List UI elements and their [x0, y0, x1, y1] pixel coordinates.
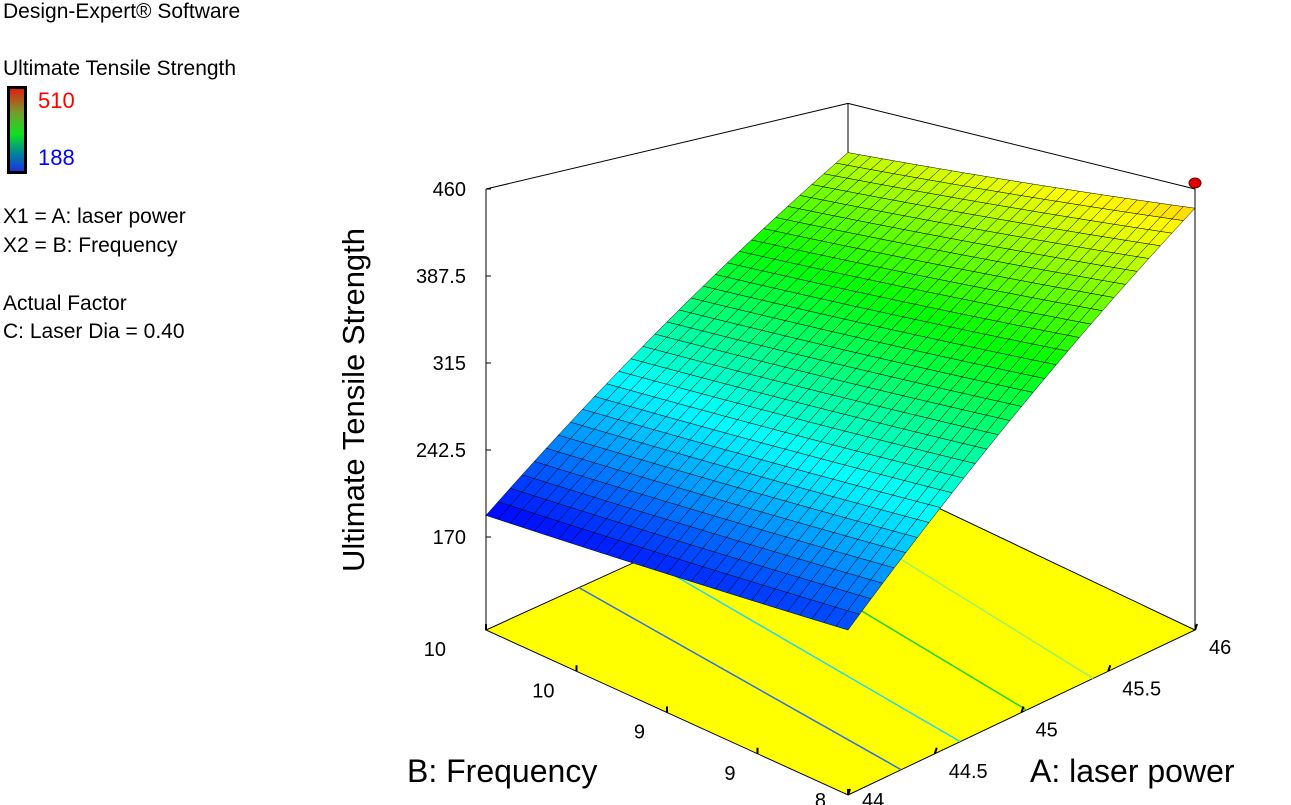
floor-contour-line: [643, 557, 961, 743]
z-axis-title: Ultimate Tensile Strength: [336, 228, 371, 572]
y-axis-title: B: Frequency: [407, 753, 597, 789]
z-tick-label: 242.5: [416, 440, 466, 462]
legend-max-label: 510: [38, 88, 75, 113]
x-tick-label: 46: [1209, 637, 1231, 659]
y-tick-label: 8: [815, 790, 826, 805]
actual-factor-value: C: Laser Dia = 0.40: [3, 320, 185, 343]
x-tick-mark: [933, 747, 938, 755]
software-title: Design-Expert® Software: [3, 0, 241, 23]
legend-x1: X1 = A: laser power: [3, 205, 186, 228]
axis-box-line: [485, 102, 849, 190]
x-axis-title: A: laser power: [1030, 753, 1235, 789]
x-tick-label: 45: [1036, 720, 1058, 742]
y-tick-label: 9: [634, 722, 645, 744]
x-tick-mark: [1107, 664, 1112, 672]
legend-response-title: Ultimate Tensile Strength: [3, 57, 237, 80]
color-scale-bar: [7, 86, 27, 174]
x-tick-label: 44.5: [949, 761, 988, 783]
legend-x2: X2 = B: Frequency: [3, 234, 178, 257]
design-point-above: [1188, 177, 1202, 189]
axis-box-line: [847, 102, 1196, 190]
y-tick-label: 9: [724, 763, 735, 785]
actual-factor-title: Actual Factor: [3, 292, 127, 315]
x-tick-mark: [1020, 706, 1025, 713]
floor-contour-line: [578, 586, 902, 771]
surface-cell: [835, 610, 860, 631]
y-tick-label: 10: [532, 680, 554, 702]
y-tick-label: 10: [424, 639, 446, 661]
x-tick-mark: [1194, 623, 1198, 631]
legend-min-label: 188: [38, 145, 75, 170]
z-tick-label: 460: [433, 179, 466, 201]
z-tick-label: 170: [433, 527, 466, 549]
z-tick-label: 315: [433, 353, 466, 375]
x-tick-label: 44: [862, 790, 884, 805]
x-tick-label: 45.5: [1122, 678, 1161, 700]
z-tick-label: 387.5: [416, 266, 466, 288]
